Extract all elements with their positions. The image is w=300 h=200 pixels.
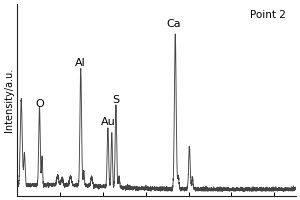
- Text: Au: Au: [100, 117, 115, 127]
- Text: Al: Al: [75, 58, 86, 68]
- Text: Point 2: Point 2: [250, 10, 286, 20]
- Y-axis label: Intensity/a.u.: Intensity/a.u.: [4, 68, 14, 132]
- Text: O: O: [35, 99, 44, 109]
- Text: Ca: Ca: [166, 19, 181, 29]
- Text: S: S: [112, 95, 119, 105]
